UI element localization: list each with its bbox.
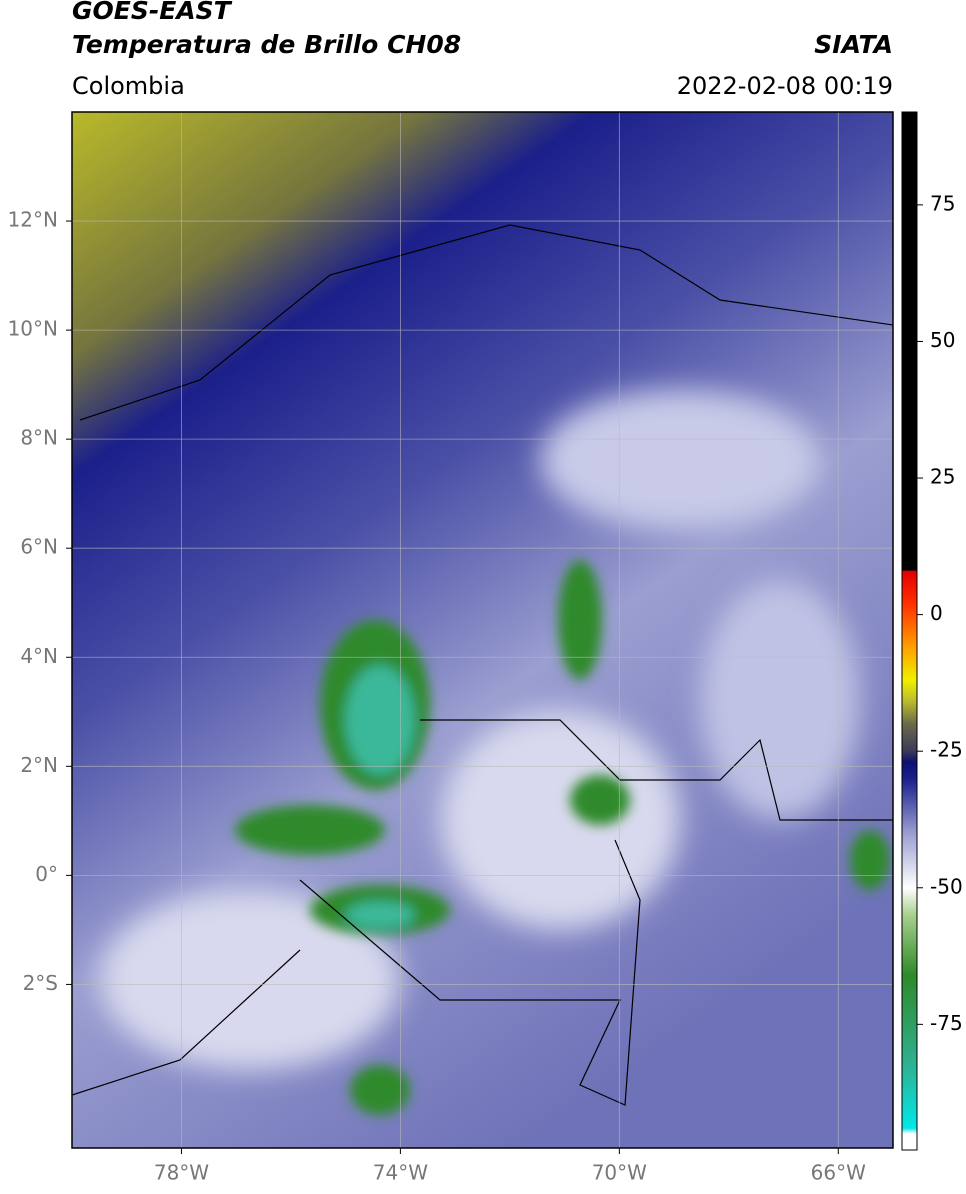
colorbar-tick-label: -25 — [930, 738, 963, 762]
plot-frame — [71, 111, 894, 1149]
colorbar-tick-label: -75 — [930, 1011, 963, 1035]
imagery — [72, 112, 893, 1148]
x-tick-label: 70°W — [592, 1161, 647, 1185]
subtitle: Temperatura de Brillo CH08 — [72, 30, 461, 59]
colorbar-tick-label: -50 — [930, 874, 963, 898]
y-tick-label: 12°N — [8, 208, 58, 232]
colorbar-tick-label: 25 — [930, 465, 955, 489]
colorbar-tick-label: 75 — [930, 191, 955, 215]
y-tick-label: 6°N — [20, 535, 58, 559]
y-tick-label: 8°N — [20, 426, 58, 450]
datetime: 2022-02-08 00:19 — [677, 72, 893, 100]
colorbar — [901, 111, 918, 1151]
y-tick-label: 2°N — [20, 753, 58, 777]
y-tick-label: 10°N — [8, 317, 58, 341]
colorbar-tick-label: 50 — [930, 328, 955, 352]
y-tick-label: 4°N — [20, 644, 58, 668]
y-tick-label: 0° — [35, 862, 58, 886]
source: SIATA — [814, 30, 893, 59]
y-tick-label: 2°S — [23, 971, 58, 995]
title: GOES-EAST — [72, 0, 233, 25]
x-tick-label: 74°W — [373, 1161, 428, 1185]
region: Colombia — [72, 72, 185, 100]
x-tick-label: 78°W — [154, 1161, 209, 1185]
colorbar-tick-label: 0 — [930, 601, 943, 625]
x-tick-label: 66°W — [811, 1161, 866, 1185]
